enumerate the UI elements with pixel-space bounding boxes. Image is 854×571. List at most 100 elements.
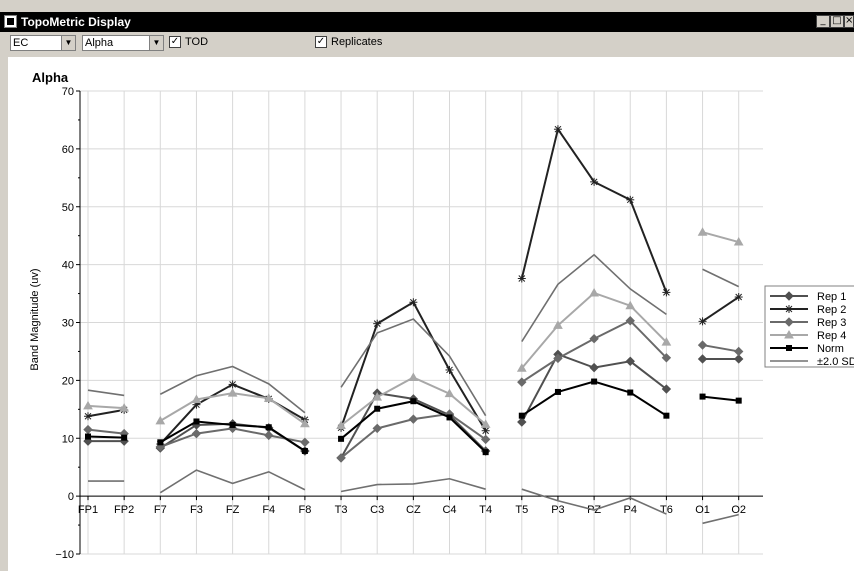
series-line	[702, 344, 739, 353]
data-point-square	[374, 405, 381, 412]
data-point-diamond	[372, 423, 382, 434]
y-tick-label: 70	[62, 86, 74, 98]
star-stroke	[663, 289, 670, 296]
data-point-triangle	[119, 403, 130, 412]
data-point-square	[301, 447, 308, 454]
data-point-square	[663, 412, 670, 419]
data-point-square	[735, 397, 742, 404]
data-point-diamond	[517, 417, 527, 427]
data-point-square	[193, 418, 200, 425]
x-tick-label: P3	[551, 504, 564, 516]
data-point-diamond	[784, 317, 794, 327]
replicates-label: Replicates	[331, 36, 383, 48]
band-select-value: Alpha	[85, 37, 114, 49]
data-point-square	[121, 434, 128, 441]
star-stroke	[518, 275, 526, 282]
data-point-square	[699, 393, 706, 400]
series-rep-4	[83, 227, 744, 430]
data-point-triangle	[661, 337, 672, 346]
series-norm	[85, 378, 742, 456]
series-line	[702, 268, 740, 288]
data-point-diamond	[661, 353, 672, 363]
minimize-button[interactable]: _	[816, 15, 830, 28]
x-tick-label: P4	[624, 504, 637, 516]
condition-select-value: EC	[13, 37, 29, 49]
data-point-star	[698, 317, 707, 326]
tod-checkbox[interactable]: ✓	[169, 36, 181, 48]
star-stroke	[626, 196, 634, 204]
data-point-triangle	[300, 418, 310, 428]
y-tick-label: 10	[62, 433, 74, 445]
legend-label: Rep 3	[817, 317, 846, 329]
x-tick-label: FP2	[114, 504, 134, 516]
data-point-star	[785, 305, 793, 313]
series--2-0-sd	[87, 253, 740, 417]
series-lower-sd	[88, 469, 739, 525]
data-point-star	[481, 426, 490, 435]
series-line	[701, 296, 740, 323]
data-point-star	[517, 274, 526, 283]
data-point-star	[409, 298, 418, 307]
data-point-triangle	[155, 415, 166, 425]
tod-label: TOD	[185, 36, 209, 48]
data-point-triangle	[784, 329, 794, 339]
data-point-triangle	[733, 237, 744, 246]
data-point-square	[85, 433, 91, 440]
chevron-down-icon[interactable]: ▼	[149, 36, 163, 50]
data-point-diamond	[191, 428, 202, 439]
series-line	[87, 389, 125, 397]
data-point-square	[482, 449, 489, 456]
legend-label: Rep 1	[817, 291, 846, 303]
y-tick-label: 40	[62, 260, 74, 272]
legend-label: ±2.0 SD	[817, 356, 854, 368]
data-point-star	[445, 365, 454, 374]
legend-label: Rep 4	[817, 330, 846, 342]
x-tick-label: CZ	[406, 504, 421, 516]
data-point-triangle	[625, 300, 636, 310]
star-stroke	[84, 412, 92, 420]
toolbar: EC ▼ Alpha ▼ ✓ TOD ✓ Replicates	[0, 32, 854, 54]
data-point-diamond	[264, 430, 274, 441]
data-point-diamond	[661, 384, 672, 394]
x-tick-label: O1	[695, 504, 710, 516]
data-point-triangle	[480, 419, 491, 428]
data-point-triangle	[697, 227, 708, 236]
y-tick-label: 20	[62, 375, 74, 387]
chevron-down-icon[interactable]: ▼	[61, 36, 75, 50]
data-point-star	[228, 380, 237, 389]
condition-select[interactable]: EC ▼	[10, 35, 76, 51]
data-point-triangle	[191, 394, 202, 403]
legend-label: Norm	[817, 343, 844, 355]
title-bar[interactable]: TopoMetric Display _ □ ×	[0, 12, 854, 32]
series-line	[702, 395, 739, 402]
series-line	[521, 253, 667, 343]
x-tick-label: FP1	[78, 504, 98, 516]
data-point-diamond	[300, 437, 310, 448]
x-tick-label: T3	[335, 504, 348, 516]
series-line	[340, 318, 487, 417]
band-select[interactable]: Alpha ▼	[82, 35, 164, 51]
series-line	[87, 428, 125, 435]
star-stroke	[735, 293, 743, 301]
data-point-diamond	[625, 316, 635, 326]
star-stroke	[785, 305, 793, 313]
app-icon	[4, 15, 17, 28]
maximize-button[interactable]: □	[830, 15, 844, 28]
replicates-checkbox[interactable]: ✓	[315, 36, 327, 48]
data-point-diamond	[408, 414, 419, 424]
data-point-diamond	[697, 340, 708, 350]
data-point-square	[446, 414, 453, 421]
chart-title: Alpha	[32, 70, 69, 85]
window-title: TopoMetric Display	[21, 15, 131, 29]
data-point-square	[627, 389, 634, 396]
data-point-diamond	[784, 291, 794, 301]
close-button[interactable]: ×	[844, 15, 854, 28]
star-stroke	[590, 178, 598, 186]
series-line	[521, 488, 667, 515]
data-point-star	[84, 412, 92, 421]
data-point-diamond	[480, 434, 491, 445]
x-tick-label: F8	[298, 504, 311, 516]
data-point-triangle	[589, 287, 599, 297]
x-tick-label: F4	[262, 504, 275, 516]
